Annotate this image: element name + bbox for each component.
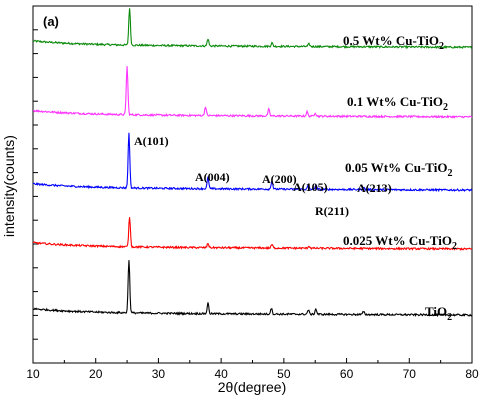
peak-label: A(105) (293, 180, 328, 194)
x-tick-label: 40 (214, 367, 228, 381)
series-line (32, 260, 473, 318)
series-line (32, 66, 473, 119)
peak-label: A(200) (262, 172, 297, 186)
x-axis-title: 2θ(degree) (218, 379, 287, 395)
series-line (32, 217, 473, 251)
y-axis-title: intensity(counts) (1, 135, 17, 237)
x-tick-label: 70 (403, 367, 417, 381)
x-tick-label: 30 (152, 367, 166, 381)
plot-frame (32, 5, 473, 364)
series-line (32, 132, 473, 193)
series-labels: 0.5 Wt% Cu-TiO2 0.1 Wt% Cu-TiO2 0.05 Wt% C… (343, 33, 457, 323)
peak-label: A(213) (357, 181, 392, 195)
panel-label: (a) (43, 14, 59, 29)
peak-label: A(101) (134, 134, 169, 148)
series-label: 0.025 Wt% Cu-TiO2 (343, 233, 457, 252)
peak-label: A(004) (195, 170, 230, 184)
x-tick-label: 10 (26, 367, 40, 381)
series-label: 0.05 Wt% Cu-TiO2 (345, 160, 452, 179)
series-label: 0.5 Wt% Cu-TiO2 (343, 33, 444, 52)
x-tick-label: 50 (277, 367, 291, 381)
x-tick-label: 80 (465, 367, 479, 381)
series-label: TiO2 (425, 304, 452, 323)
series-label: 0.1 Wt% Cu-TiO2 (347, 94, 448, 113)
series-line (32, 8, 473, 50)
x-tick-label: 20 (89, 367, 103, 381)
x-tick-label: 60 (340, 367, 354, 381)
x-ticks: 10 20 30 40 50 60 70 80 (26, 358, 479, 381)
series-lines (32, 8, 473, 318)
peak-label: R(211) (315, 204, 349, 218)
peak-labels: A(101) A(004) A(200)A(105) R(211) A(213) (134, 134, 392, 218)
